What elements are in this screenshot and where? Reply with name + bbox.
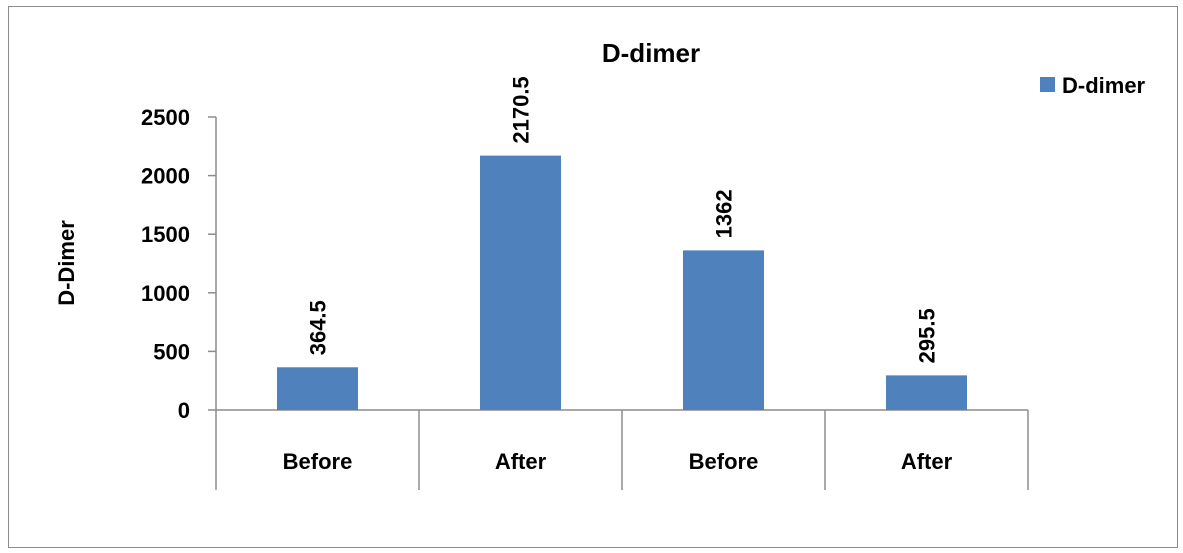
data-labels: 364.5 2170.5 1362 295.5 (306, 76, 940, 363)
bar-data-label: 1362 (712, 189, 737, 238)
bar-data-label: 295.5 (915, 308, 940, 363)
legend-swatch (1040, 77, 1055, 92)
bar-data-label: 2170.5 (509, 76, 534, 143)
y-tick-label: 2500 (141, 105, 190, 130)
chart-frame (8, 6, 1178, 548)
y-tick-label: 0 (178, 398, 190, 423)
y-tick-label: 2000 (141, 164, 190, 189)
y-tick-label: 1000 (141, 281, 190, 306)
y-tick-label: 1500 (141, 222, 190, 247)
legend: D-dimer (1040, 73, 1146, 98)
bar (683, 250, 764, 410)
bar (480, 155, 561, 410)
bar (277, 367, 358, 410)
bars (277, 155, 967, 410)
chart-title: D-dimer (602, 38, 700, 68)
x-category-label: After (495, 449, 547, 474)
x-category-label: Before (689, 449, 759, 474)
y-tick-label: 500 (153, 339, 190, 364)
x-axis: Before After Before After (215, 409, 1029, 490)
x-category-label: After (901, 449, 953, 474)
bar-data-label: 364.5 (306, 300, 331, 355)
y-axis-title: D-Dimer (54, 220, 79, 306)
legend-label: D-dimer (1062, 73, 1146, 98)
y-axis: 0 500 1000 1500 2000 2500 (141, 105, 217, 423)
x-category-label: Before (283, 449, 353, 474)
bar (886, 375, 967, 410)
